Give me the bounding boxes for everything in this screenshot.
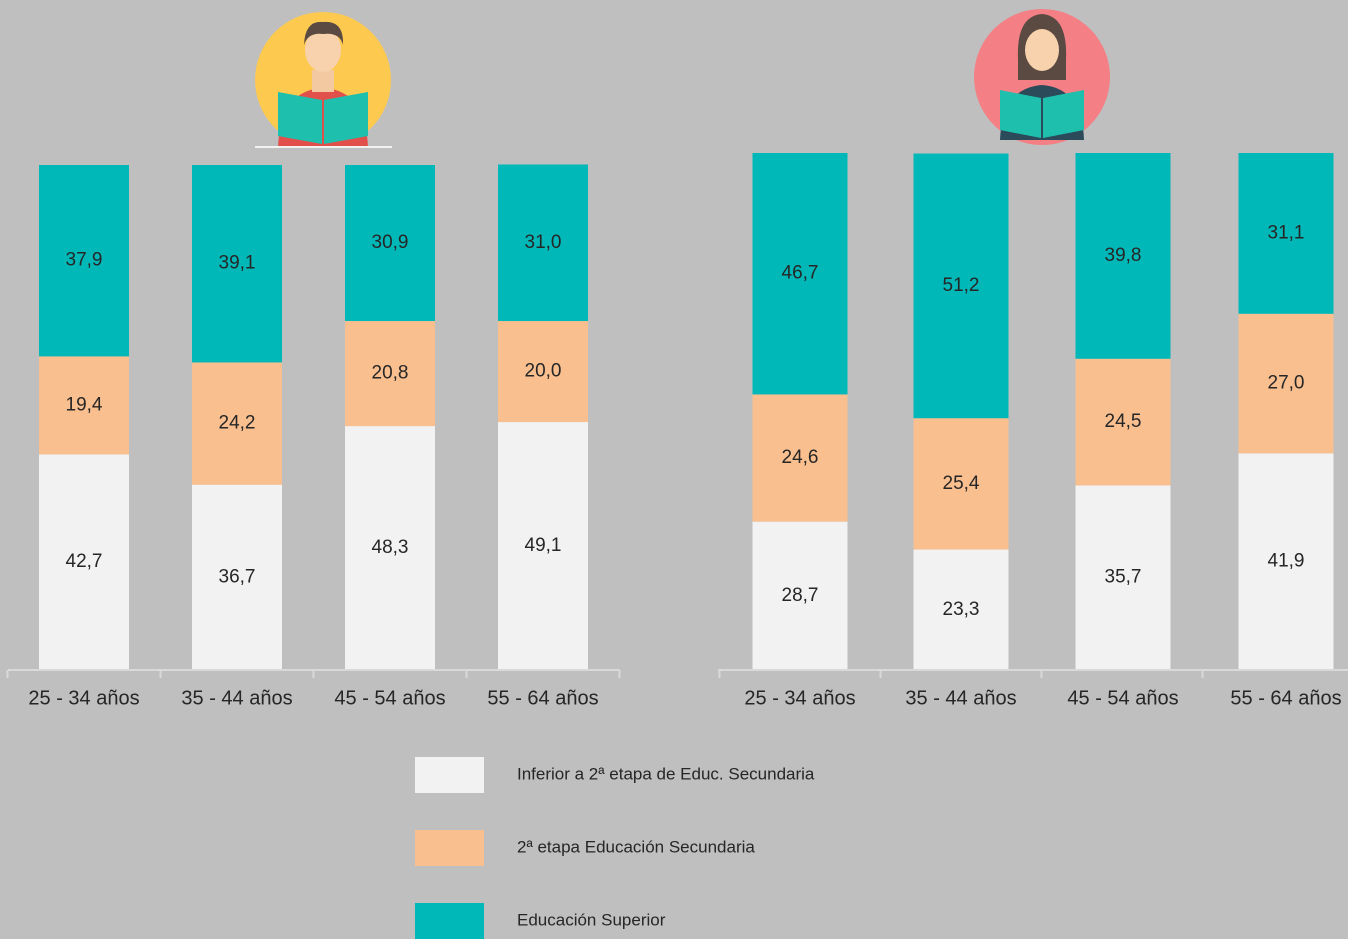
bar-segment xyxy=(192,165,282,363)
value-label: 28,7 xyxy=(782,585,819,606)
bar-segment xyxy=(1075,153,1171,359)
bar-segment xyxy=(39,356,129,455)
value-label: 27,0 xyxy=(1268,373,1305,394)
x-tick-label: 25 - 34 años xyxy=(744,687,855,709)
bar-segment xyxy=(913,153,1009,419)
x-tick-label: 55 - 64 años xyxy=(1230,687,1341,709)
bar-segment xyxy=(192,484,282,670)
value-label: 41,9 xyxy=(1268,551,1305,572)
value-label: 30,9 xyxy=(372,232,409,253)
value-label: 42,7 xyxy=(66,551,103,572)
bar-segment xyxy=(1075,358,1171,486)
value-label: 51,2 xyxy=(943,275,980,296)
value-label: 46,7 xyxy=(782,263,819,284)
value-label: 39,8 xyxy=(1105,245,1142,266)
legend-label: Inferior a 2ª etapa de Educ. Secundaria xyxy=(517,764,815,783)
legend-swatch xyxy=(415,903,484,939)
x-tick-label: 25 - 34 años xyxy=(28,687,139,709)
value-label: 31,0 xyxy=(525,232,562,253)
value-label: 35,7 xyxy=(1105,567,1142,588)
value-label: 36,7 xyxy=(219,566,256,587)
legend-swatch xyxy=(415,830,484,866)
value-label: 31,1 xyxy=(1268,222,1305,243)
x-tick-label: 45 - 54 años xyxy=(1067,687,1178,709)
bar-segment xyxy=(345,165,435,322)
bar-segment xyxy=(498,422,588,670)
x-tick-label: 45 - 54 años xyxy=(334,687,445,709)
bar-segment xyxy=(39,165,129,357)
bar-segment xyxy=(913,418,1009,550)
bar-segment xyxy=(498,164,588,322)
male-icon xyxy=(255,12,392,148)
value-label: 24,5 xyxy=(1105,411,1142,432)
x-tick-label: 35 - 44 años xyxy=(181,687,292,709)
bar-segment xyxy=(752,521,848,670)
value-label: 19,4 xyxy=(66,394,103,415)
value-label: 49,1 xyxy=(525,535,562,556)
value-label: 20,8 xyxy=(372,363,409,384)
value-label: 23,3 xyxy=(943,599,980,620)
value-label: 20,0 xyxy=(525,361,562,382)
x-tick-label: 55 - 64 años xyxy=(487,687,598,709)
bar-segment xyxy=(345,426,435,670)
value-label: 25,4 xyxy=(943,473,980,494)
value-label: 48,3 xyxy=(372,537,409,558)
bar-segment xyxy=(192,362,282,485)
value-label: 39,1 xyxy=(219,253,256,274)
bar-segment xyxy=(39,454,129,670)
female-icon xyxy=(974,9,1110,145)
legend-label: 2ª etapa Educación Secundaria xyxy=(517,837,755,856)
bar-segment xyxy=(913,549,1009,670)
value-label: 24,2 xyxy=(219,413,256,434)
bar-segment xyxy=(1238,153,1334,314)
legend-label: Educación Superior xyxy=(517,910,666,929)
bar-segment xyxy=(1238,453,1334,670)
bar-segment xyxy=(752,394,848,522)
bar-segment xyxy=(345,321,435,427)
legend-swatch xyxy=(415,757,484,793)
x-tick-label: 35 - 44 años xyxy=(905,687,1016,709)
value-label: 37,9 xyxy=(66,250,103,271)
value-label: 24,6 xyxy=(782,447,819,468)
bar-segment xyxy=(1238,313,1334,454)
bar-segment xyxy=(498,321,588,423)
bar-segment xyxy=(1075,485,1171,670)
bar-segment xyxy=(752,153,848,395)
